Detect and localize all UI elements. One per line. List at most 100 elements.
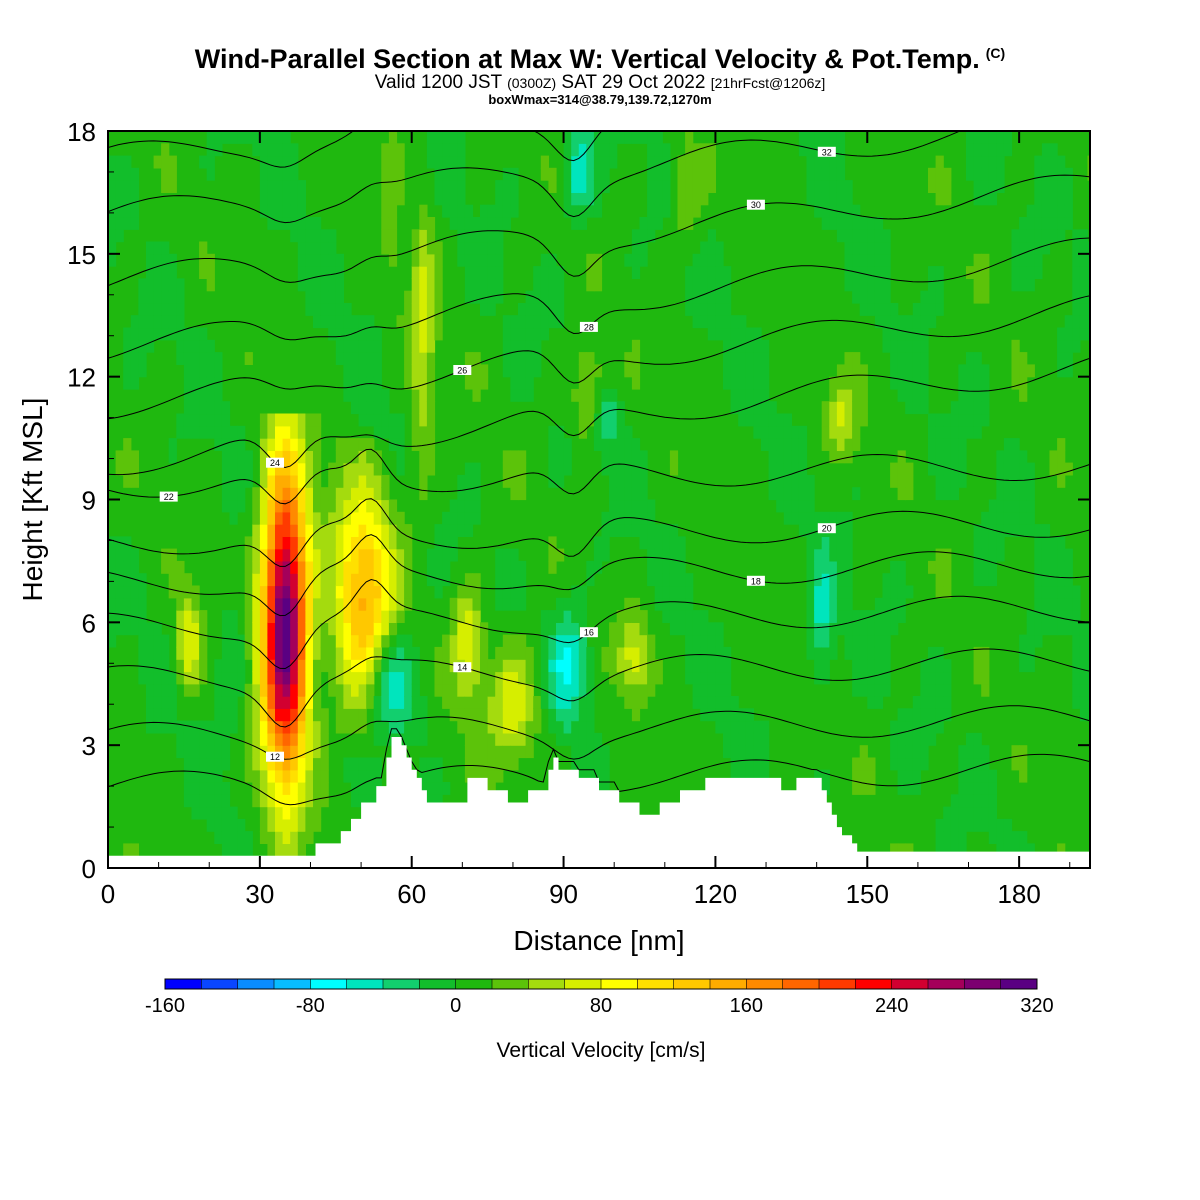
chart-title: Wind-Parallel Section at Max W: Vertical… — [0, 44, 1200, 75]
velocity-cell — [867, 622, 876, 636]
velocity-cell — [662, 204, 671, 218]
velocity-cell — [313, 499, 322, 513]
velocity-cell — [654, 585, 663, 599]
velocity-cell — [540, 315, 549, 329]
velocity-cell — [221, 438, 231, 451]
velocity-cell — [442, 782, 451, 795]
velocity-cell — [221, 671, 231, 685]
velocity-cell — [958, 425, 967, 439]
velocity-cell — [206, 253, 215, 267]
velocity-cell — [252, 524, 261, 537]
colorbar-swatch — [564, 979, 602, 989]
velocity-cell — [669, 560, 679, 574]
velocity-cell — [351, 388, 360, 402]
velocity-cell — [1049, 548, 1058, 562]
velocity-cell — [1049, 204, 1058, 218]
velocity-cell — [859, 241, 868, 255]
velocity-cell — [844, 438, 853, 451]
velocity-cell — [472, 745, 481, 759]
velocity-cell — [966, 745, 975, 759]
velocity-cell — [404, 659, 413, 673]
velocity-cell — [821, 622, 830, 636]
velocity-cell — [798, 524, 808, 537]
velocity-cell — [912, 339, 921, 353]
velocity-cell — [434, 315, 443, 329]
velocity-cell — [556, 610, 565, 623]
velocity-cell — [305, 278, 314, 292]
velocity-cell — [958, 376, 967, 390]
velocity-cell — [821, 180, 830, 193]
velocity-cell — [867, 634, 876, 648]
velocity-cell — [199, 352, 208, 365]
velocity-cell — [487, 757, 496, 771]
velocity-cell — [761, 413, 770, 427]
velocity-cell — [244, 843, 253, 857]
velocity-cell — [366, 671, 375, 685]
velocity-cell — [1026, 659, 1035, 673]
velocity-cell — [290, 524, 299, 537]
velocity-cell — [328, 560, 337, 574]
velocity-cell — [745, 732, 754, 746]
velocity-cell — [631, 266, 641, 279]
velocity-cell — [297, 511, 306, 525]
velocity-cell — [988, 524, 997, 537]
velocity-cell — [297, 696, 306, 709]
velocity-cell — [343, 462, 352, 476]
velocity-cell — [320, 229, 329, 243]
velocity-cell — [426, 462, 436, 476]
velocity-cell — [297, 671, 306, 685]
velocity-cell — [548, 450, 557, 464]
velocity-cell — [943, 438, 952, 451]
velocity-cell — [556, 732, 565, 746]
velocity-cell — [814, 180, 823, 193]
velocity-cell — [252, 131, 261, 144]
velocity-cell — [480, 622, 489, 636]
velocity-cell — [487, 696, 496, 709]
velocity-cell — [981, 536, 990, 550]
velocity-cell — [168, 253, 177, 267]
velocity-cell — [609, 450, 618, 464]
velocity-cell — [761, 769, 770, 783]
velocity-cell — [115, 180, 124, 193]
velocity-cell — [411, 720, 420, 734]
velocity-cell — [313, 290, 322, 304]
velocity-cell — [373, 634, 382, 648]
velocity-cell — [1072, 622, 1081, 636]
velocity-cell — [1003, 487, 1013, 501]
velocity-cell — [897, 474, 906, 488]
velocity-cell — [1064, 204, 1073, 218]
velocity-cell — [259, 167, 269, 181]
velocity-cell — [221, 794, 231, 808]
velocity-cell — [639, 696, 648, 709]
velocity-cell — [130, 180, 139, 193]
velocity-cell — [146, 290, 155, 304]
velocity-cell — [297, 708, 306, 722]
velocity-cell — [844, 241, 853, 255]
velocity-cell — [343, 303, 352, 316]
velocity-cell — [183, 376, 193, 390]
velocity-cell — [366, 487, 375, 501]
velocity-cell — [297, 782, 306, 795]
x-tick-label: 90 — [549, 879, 578, 909]
velocity-cell — [578, 646, 587, 660]
velocity-cell — [388, 167, 398, 181]
velocity-cell — [351, 327, 360, 341]
velocity-cell — [692, 315, 701, 329]
velocity-cell — [183, 634, 193, 648]
velocity-cell — [335, 499, 344, 513]
velocity-cell — [1019, 499, 1028, 513]
velocity-cell — [183, 388, 193, 402]
velocity-cell — [472, 708, 481, 722]
velocity-cell — [297, 204, 306, 218]
velocity-cell — [138, 290, 147, 304]
velocity-cell — [214, 720, 223, 734]
velocity-cell — [480, 769, 489, 783]
velocity-cell — [966, 413, 975, 427]
velocity-cell — [624, 683, 633, 697]
velocity-cell — [1079, 696, 1089, 709]
velocity-cell — [237, 462, 246, 476]
velocity-cell — [783, 462, 792, 476]
velocity-cell — [928, 413, 937, 427]
velocity-cell — [996, 499, 1005, 513]
velocity-cell — [753, 425, 762, 439]
